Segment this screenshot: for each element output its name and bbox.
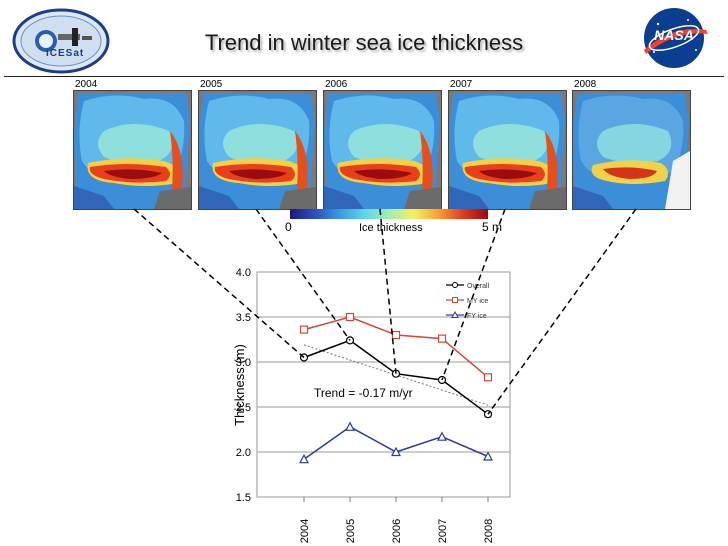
legend-label: Overall [467,283,490,290]
data-point [437,431,447,441]
title-rule [4,76,724,77]
nasa-logo-text: NASA [654,27,694,43]
map-connector-line [255,208,351,341]
x-tick-label: 2007 [437,519,449,543]
y-tick-label: 4.0 [236,267,251,279]
colorbar-min-label: 0 [285,220,292,234]
y-tick-label: 1.5 [236,492,251,504]
y-tick-label: 3.5 [236,312,251,324]
x-tick-label: 2005 [345,519,357,543]
y-tick-label: 3.0 [236,357,251,369]
data-point [345,312,355,322]
legend-label: FY ice [467,313,487,320]
data-point [299,453,309,464]
colorbar-title: Ice thickness [359,222,423,234]
x-tick-label: 2008 [483,519,495,543]
map-year-label: 2008 [574,79,597,90]
map-year-label: 2005 [200,79,223,90]
trend-annotation: Trend = -0.17 m/yr [314,386,413,400]
plot-area [256,271,511,498]
map-year-label: 2006 [325,79,348,90]
y-axis-label: Thickness (m) [232,344,247,426]
legend-marker [452,282,458,288]
map-connector-line [133,208,305,359]
map-connector-line [441,208,506,381]
legend-label: MY ice [467,298,488,305]
slide-title: Trend in winter sea ice thickness [204,30,524,55]
ice-thickness-map [448,90,567,210]
nasa-logo [644,8,708,68]
legend-marker [451,310,459,318]
map-year-label: 2004 [75,79,98,90]
ice-thickness-map [323,90,442,210]
data-point [391,330,401,340]
legend-marker [452,297,458,303]
x-tick-label: 2006 [391,519,403,543]
data-point [483,373,493,382]
colorbar [290,209,488,219]
data-point [483,451,493,461]
icesat-logo [12,8,110,74]
data-point [299,325,309,334]
data-point [345,421,355,431]
y-tick-label: 2.5 [236,402,251,414]
ice-thickness-map [73,90,192,210]
map-year-label: 2007 [450,79,473,90]
map-connector-line [487,208,637,415]
data-point [437,334,447,343]
data-point [391,446,401,457]
x-tick-label: 2004 [299,519,311,543]
ice-thickness-map [572,90,691,210]
map-connector-line [379,208,397,374]
ice-thickness-map [198,90,317,210]
y-tick-label: 2.0 [236,447,251,459]
icesat-logo-text: ICESat [46,48,85,59]
